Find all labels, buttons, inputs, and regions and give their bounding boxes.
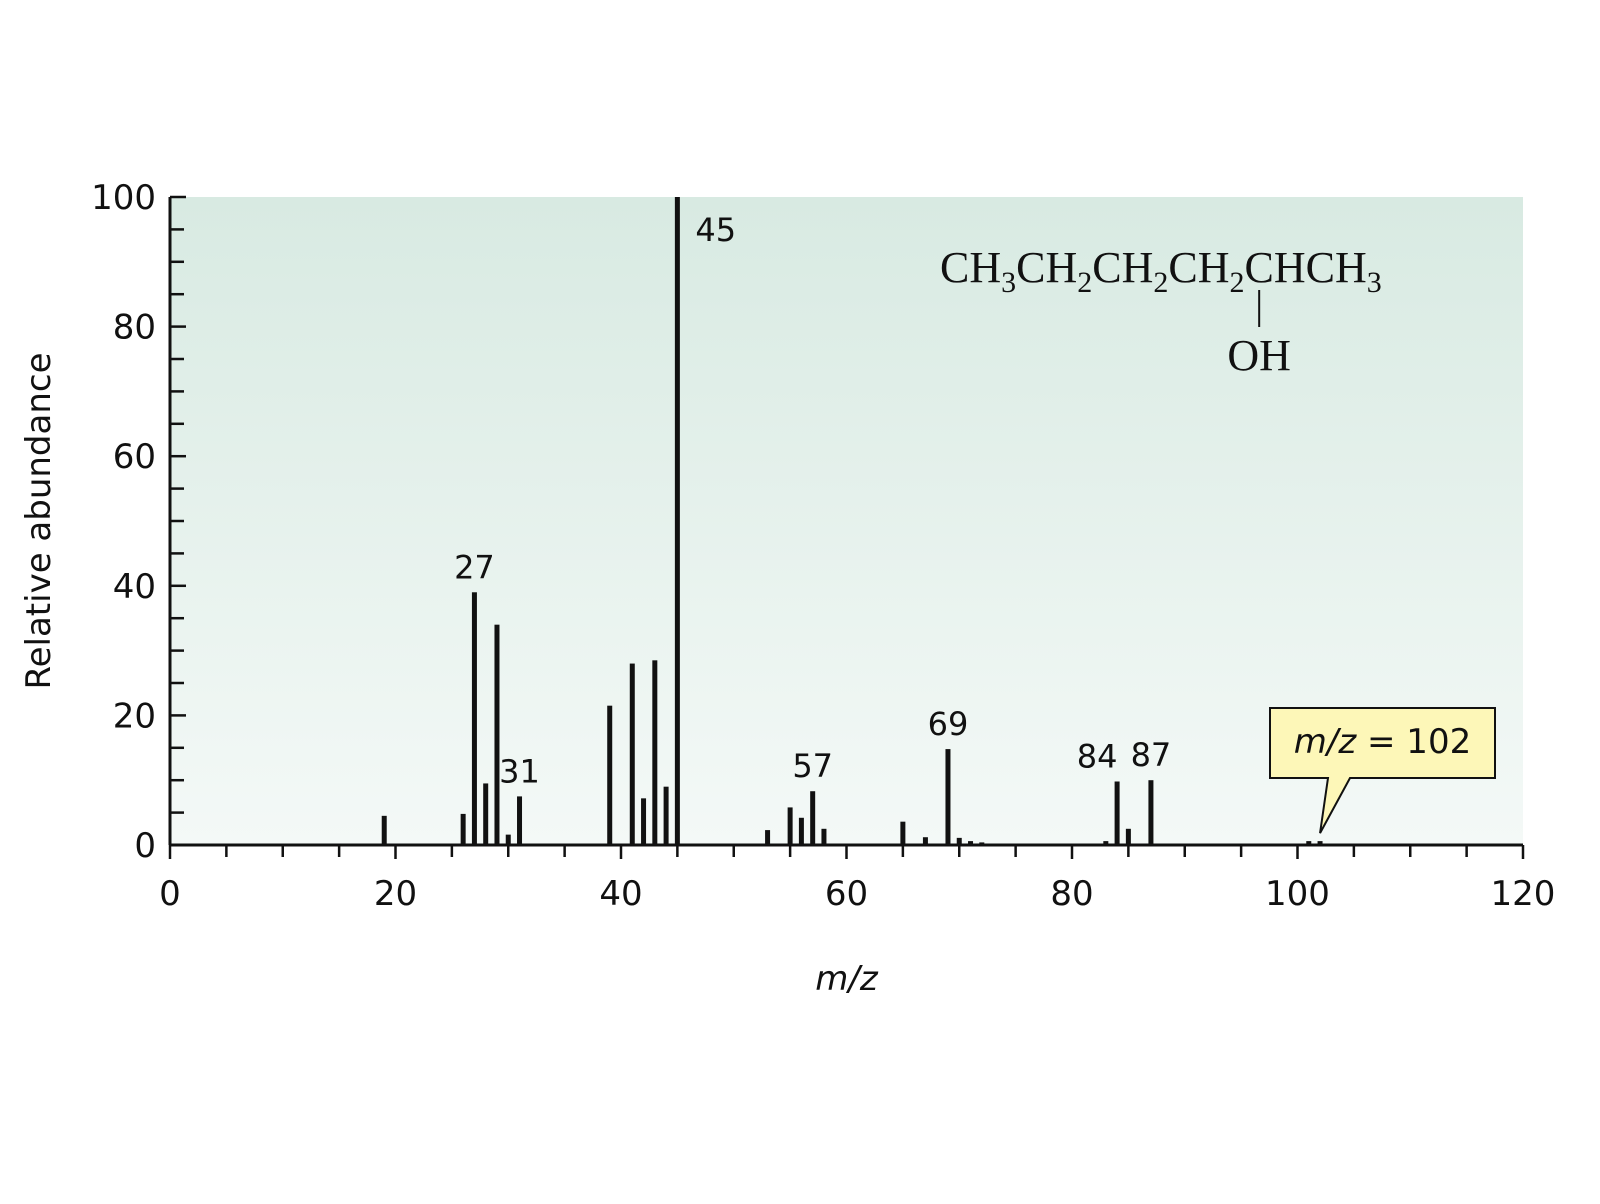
formula-group: CH <box>1168 243 1229 292</box>
peak-bar <box>629 663 635 845</box>
peak-bar <box>1114 781 1120 845</box>
peak-bar <box>798 817 804 845</box>
y-tick-label: 0 <box>134 826 156 866</box>
peak-label: 57 <box>792 747 833 785</box>
peak-bar <box>505 834 511 845</box>
structural-formula: CH3​CH2​CH2​CH2​CHCH3​OH <box>940 243 1382 380</box>
x-tick-label: 120 <box>1491 874 1556 914</box>
peak-bar <box>1103 841 1109 845</box>
peak-bar <box>1148 780 1154 845</box>
peak-bar <box>641 798 647 845</box>
y-axis-label: Relative abundance <box>19 352 59 689</box>
callout-box <box>1269 707 1496 834</box>
formula-subscript: 3 <box>1001 266 1016 299</box>
peak-bar <box>1306 841 1312 845</box>
peak-bar <box>956 837 962 845</box>
peak-bar <box>663 786 669 845</box>
peak-bar <box>471 592 477 845</box>
peak-label: 69 <box>928 705 969 743</box>
peak-bar <box>810 791 816 845</box>
formula-subscript: 2 <box>1153 266 1168 299</box>
y-tick-label: 20 <box>113 696 156 736</box>
peak-bar <box>674 197 680 845</box>
x-tick-label: 80 <box>1050 874 1093 914</box>
peak-label: 84 <box>1077 737 1118 775</box>
x-tick-label: 100 <box>1265 874 1330 914</box>
formula-group: CHCH <box>1245 243 1367 292</box>
formula-group: CH <box>1092 243 1153 292</box>
peak-bar <box>968 841 974 845</box>
peak-label: 27 <box>454 548 495 586</box>
formula-subscript: 2 <box>1077 266 1092 299</box>
peak-bar <box>821 828 827 845</box>
peak-labels: 27 31 45 57 69 84 87 <box>454 211 1171 790</box>
y-tick-label: 80 <box>113 308 156 348</box>
x-tick-label: 20 <box>374 874 417 914</box>
peak-label: 45 <box>695 211 736 249</box>
spectrum-peaks <box>381 197 1323 845</box>
formula-group: CH <box>940 243 1001 292</box>
peak-bar <box>922 837 928 845</box>
axes <box>168 197 1523 847</box>
peak-bar <box>765 830 771 845</box>
callout-text: m/z = 102 <box>1294 722 1471 762</box>
y-tick-label: 100 <box>91 178 156 218</box>
x-tick-label: 60 <box>825 874 868 914</box>
peak-bar <box>494 624 500 845</box>
peak-bar <box>483 783 489 845</box>
formula-substituent: OH <box>1227 331 1291 380</box>
peak-bar <box>460 813 466 845</box>
peak-bar <box>652 660 658 845</box>
y-tick-label: 60 <box>113 437 156 477</box>
x-tick-label: 0 <box>159 874 181 914</box>
formula-main-chain: CH3​CH2​CH2​CH2​CHCH3​ <box>940 243 1382 299</box>
peak-bar <box>1125 828 1131 845</box>
formula-subscript: 3 <box>1367 266 1382 299</box>
x-tick-label: 40 <box>599 874 642 914</box>
peak-bar <box>1317 841 1323 845</box>
peak-bar <box>517 796 523 845</box>
peak-bar <box>945 749 951 845</box>
peak-bar <box>900 821 906 845</box>
peak-label: 31 <box>499 752 540 790</box>
formula-group: CH <box>1016 243 1077 292</box>
peak-bar <box>381 815 387 845</box>
x-axis-label: m/z <box>815 959 879 999</box>
molecular-ion-callout: m/z = 102 <box>1269 707 1496 834</box>
peak-bar <box>787 807 793 845</box>
formula-subscript: 2 <box>1230 266 1245 299</box>
y-tick-label: 40 <box>113 567 156 607</box>
axis-ticks: 0 20 40 60 80 100 120 0 20 40 60 80 100 <box>91 178 1555 914</box>
peak-label: 87 <box>1131 736 1172 774</box>
peak-bar <box>607 705 613 845</box>
